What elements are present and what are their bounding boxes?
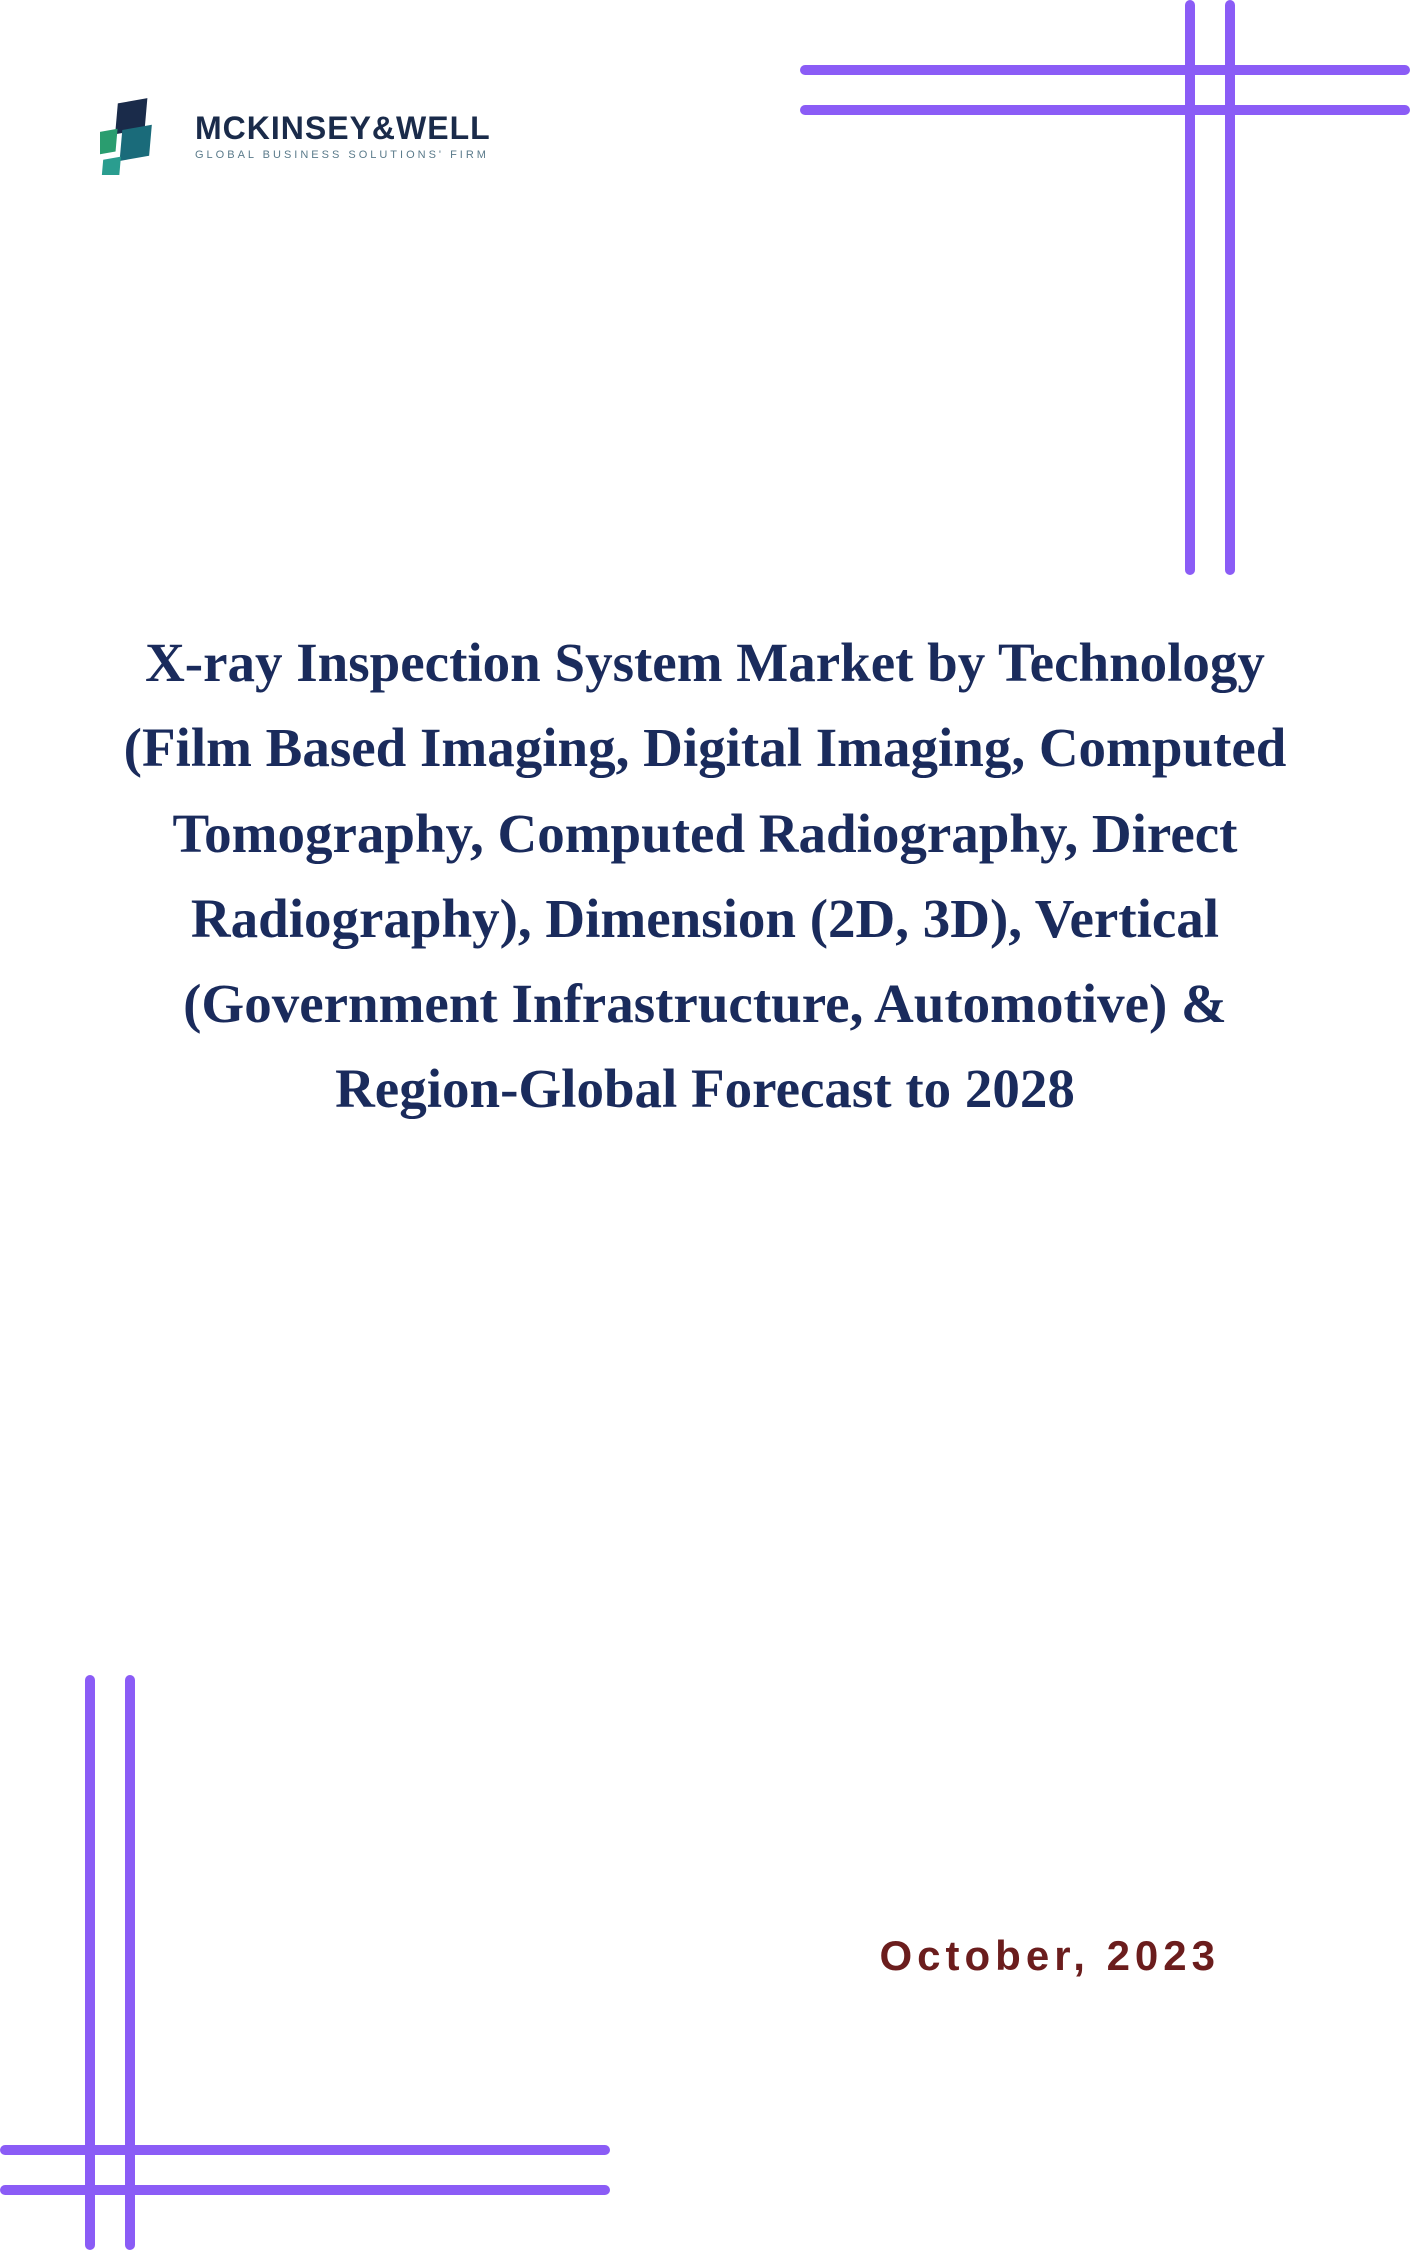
logo-text-container: MCKINSEY&WELL GLOBAL BUSINESS SOLUTIONS'…: [195, 110, 491, 161]
logo-subtitle: GLOBAL BUSINESS SOLUTIONS' FIRM: [195, 149, 491, 161]
decoration-line: [800, 105, 1410, 115]
decoration-line: [1225, 0, 1235, 575]
logo-container: MCKINSEY&WELL GLOBAL BUSINESS SOLUTIONS'…: [100, 95, 491, 175]
decoration-line: [125, 1675, 135, 2250]
main-title: X-ray Inspection System Market by Techno…: [120, 620, 1290, 1132]
logo-icon: [100, 95, 180, 175]
date-text: October, 2023: [880, 1932, 1220, 1980]
logo-title: MCKINSEY&WELL: [195, 110, 491, 147]
decoration-line: [800, 65, 1410, 75]
decoration-line: [1185, 0, 1195, 575]
decoration-line: [85, 1675, 95, 2250]
